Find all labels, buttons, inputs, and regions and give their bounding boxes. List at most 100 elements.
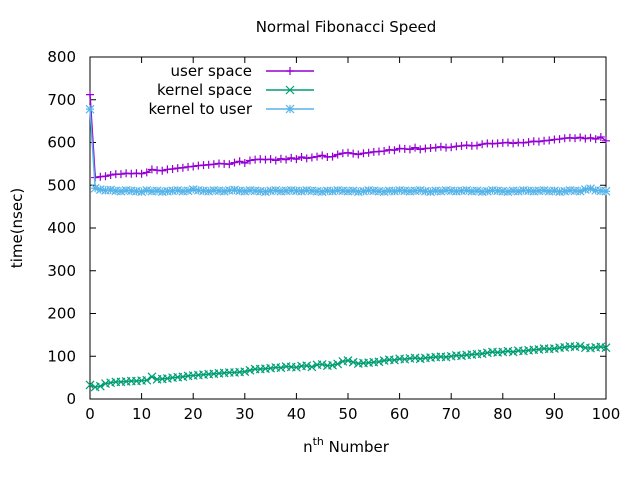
data-point	[230, 158, 239, 167]
x-axis-label-superscript: th	[313, 435, 324, 448]
x-tick-label: 20	[184, 405, 203, 423]
data-point	[193, 185, 203, 195]
data-point	[390, 146, 399, 155]
data-point	[137, 187, 147, 197]
data-point	[482, 186, 492, 196]
data-point	[477, 187, 487, 197]
data-point	[441, 185, 451, 195]
data-point	[291, 362, 301, 372]
data-point	[472, 186, 482, 196]
data-point	[534, 186, 544, 196]
data-point	[328, 360, 337, 370]
data-point	[271, 156, 280, 165]
data-point	[586, 184, 595, 194]
y-tick-label: 0	[66, 390, 76, 408]
legend-label: kernel space	[157, 81, 252, 99]
data-point	[410, 186, 420, 196]
data-point	[307, 153, 316, 162]
x-tick-label: 40	[287, 405, 306, 423]
x-tick-label: 0	[85, 405, 95, 423]
data-point	[405, 145, 414, 154]
data-point	[85, 104, 95, 114]
data-point	[178, 186, 188, 196]
data-point	[240, 159, 249, 168]
data-point	[457, 141, 466, 150]
data-point	[411, 143, 420, 152]
data-point	[276, 154, 285, 163]
data-point	[498, 186, 508, 196]
data-point	[508, 186, 518, 196]
data-point	[420, 186, 430, 196]
data-point	[586, 133, 595, 142]
data-point	[302, 361, 312, 371]
data-point	[121, 185, 131, 195]
legend-label: kernel to user	[149, 100, 253, 118]
data-point	[235, 186, 245, 196]
data-point	[364, 185, 374, 195]
data-point	[85, 380, 95, 390]
data-point	[503, 187, 513, 197]
x-tick-label: 70	[442, 405, 461, 423]
data-point	[111, 186, 121, 196]
legend-label: user space	[171, 62, 253, 80]
data-point	[209, 160, 218, 169]
data-point	[292, 155, 301, 164]
data-point	[106, 185, 116, 195]
data-point	[322, 186, 332, 196]
chart-title: Normal Fibonacci Speed	[256, 18, 437, 36]
data-point	[328, 186, 337, 196]
data-point	[467, 186, 477, 196]
data-point	[142, 168, 151, 177]
data-point	[343, 356, 353, 365]
data-point	[328, 152, 337, 161]
data-point	[189, 162, 198, 171]
data-point	[478, 140, 487, 149]
data-point	[446, 186, 456, 196]
data-point	[333, 185, 343, 195]
data-point	[307, 186, 317, 196]
data-point	[374, 186, 384, 196]
data-point	[317, 359, 327, 369]
data-point	[390, 186, 399, 196]
data-point	[261, 187, 270, 197]
x-axis-label: nth Number	[303, 435, 390, 456]
y-tick-label: 200	[47, 305, 76, 323]
data-point	[359, 186, 368, 196]
data-point	[126, 186, 136, 196]
data-point	[560, 186, 570, 196]
data-point	[576, 133, 585, 142]
x-axis-label-n: n	[303, 438, 313, 456]
data-point	[384, 186, 394, 196]
data-point	[287, 153, 296, 162]
data-point	[162, 186, 172, 196]
data-point	[343, 186, 353, 196]
x-tick-labels: 0 10 20 30 40 50 60 70 80 90 100	[85, 405, 620, 423]
data-point	[106, 170, 115, 179]
data-point	[276, 363, 286, 373]
data-point	[503, 138, 512, 147]
y-tick-label: 100	[47, 347, 76, 365]
data-point	[266, 155, 275, 164]
data-point	[313, 152, 322, 161]
data-point	[312, 186, 322, 196]
data-point	[575, 341, 585, 351]
data-point	[183, 186, 193, 196]
data-point	[116, 186, 126, 196]
data-point	[462, 141, 471, 150]
data-point	[513, 186, 523, 196]
x-tick-label: 30	[235, 405, 254, 423]
data-point	[250, 186, 260, 196]
data-point	[451, 186, 461, 196]
y-tick-label: 400	[47, 219, 76, 237]
data-point	[493, 186, 503, 196]
plot-area: 0 10 20 30 40 50 60 70 80 90 100 0 100 200 300 400 500 6…	[47, 48, 620, 423]
data-point	[86, 90, 94, 99]
data-point	[214, 186, 224, 196]
data-point	[297, 153, 306, 162]
data-point	[364, 148, 373, 157]
data-point	[142, 375, 152, 385]
data-point	[291, 186, 301, 196]
y-tick-label: 300	[47, 262, 76, 280]
data-point	[240, 367, 250, 377]
